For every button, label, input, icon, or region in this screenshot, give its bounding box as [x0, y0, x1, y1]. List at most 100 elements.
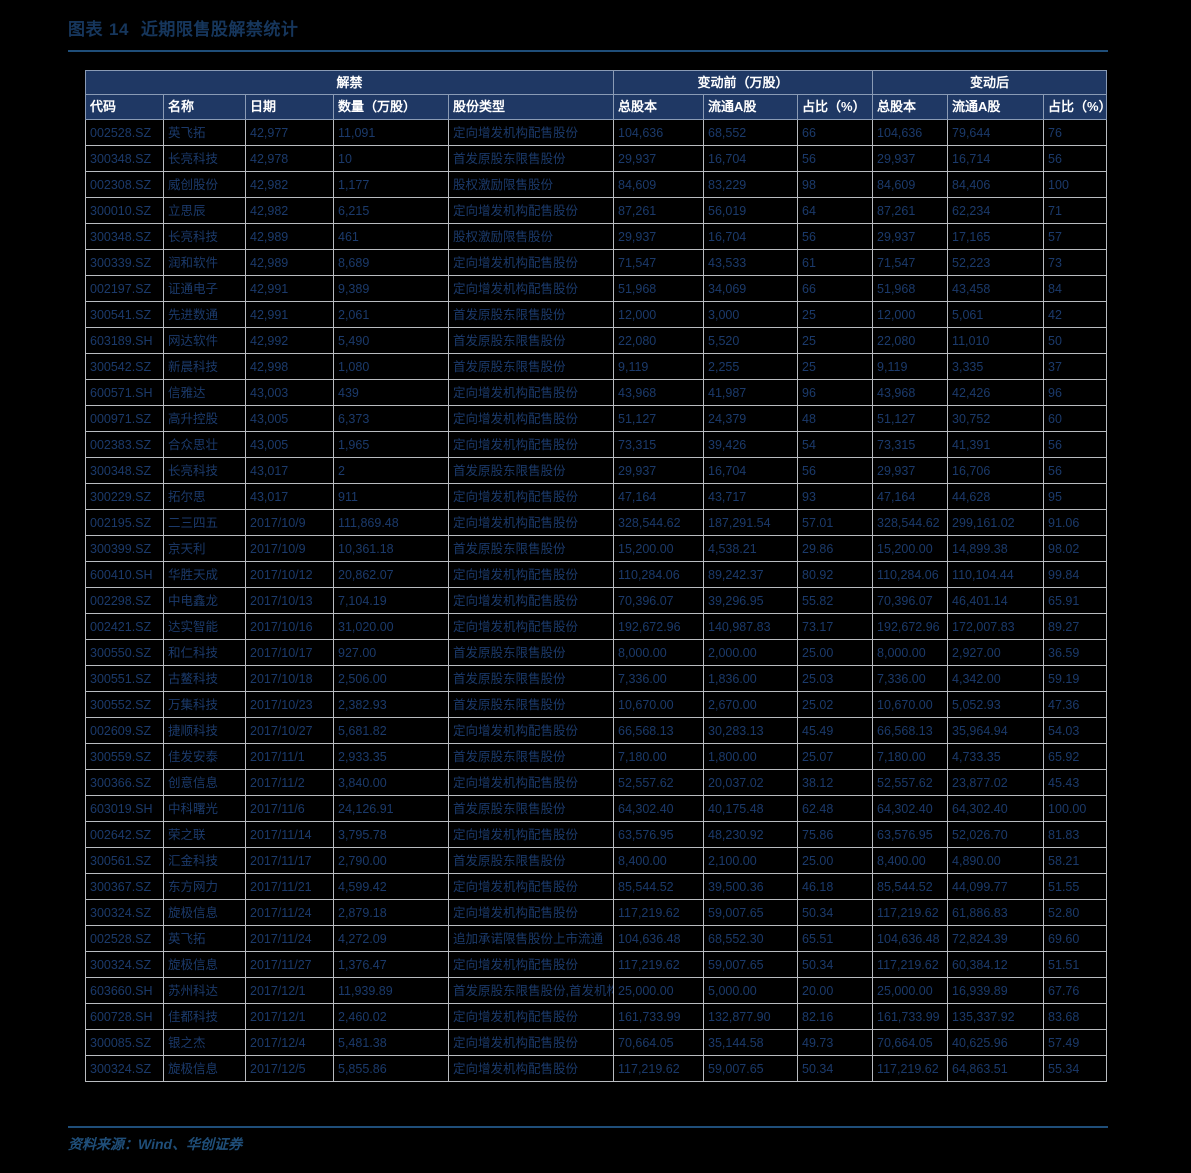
cell-5: 首发原股东限售股份: [447, 639, 615, 666]
table-row[interactable]: 300324.SZ 旋极信息 2017/11/27 1,376.47 定向增发机构配售股…: [85, 951, 1108, 978]
cell-10: 3,335: [947, 353, 1045, 380]
table-row[interactable]: 300229.SZ 拓尔思 43,017 911 定向增发机构配售股份 47,164 43,…: [85, 483, 1108, 510]
cell-9: 161,733.99: [872, 1003, 949, 1030]
table-row[interactable]: 300324.SZ 旋极信息 2017/12/5 5,855.86 定向增发机构配售股份…: [85, 1055, 1108, 1082]
cell-7: 43,717: [703, 483, 799, 510]
cell-6: 87,261: [613, 197, 705, 224]
cell-9: 70,664.05: [872, 1029, 949, 1056]
table-row[interactable]: 002609.SZ 捷顺科技 2017/10/27 5,681.82 定向增发机构配售股…: [85, 717, 1108, 744]
cell-8: 98: [797, 171, 874, 198]
table-row[interactable]: 300559.SZ 佳发安泰 2017/11/1 2,933.35 首发原股东限售股份 7…: [85, 743, 1108, 770]
cell-2: 佳都科技: [163, 1003, 246, 1030]
cell-6: 117,219.62: [613, 951, 705, 978]
table-row[interactable]: 002298.SZ 中电鑫龙 2017/10/13 7,104.19 定向增发机构配售股…: [85, 587, 1108, 614]
table-row[interactable]: 300348.SZ 长亮科技 42,978 10 首发原股东限售股份 29,937 16,7…: [85, 145, 1108, 172]
table-row[interactable]: 603189.SH 网达软件 42,992 5,490 首发原股东限售股份 22,080 5…: [85, 327, 1108, 354]
table-row[interactable]: 300550.SZ 和仁科技 2017/10/17 927.00 首发原股东限售股份 8,…: [85, 639, 1108, 666]
cell-6: 29,937: [613, 223, 705, 250]
cell-5: 定向增发机构配售股份: [447, 249, 615, 276]
cell-9: 8,000.00: [872, 639, 949, 666]
table-row[interactable]: 002308.SZ 威创股份 42,982 1,177 股权激励限售股份 84,609 83…: [85, 171, 1108, 198]
cell-5: 首发原股东限售股份: [447, 847, 615, 874]
cell-10: 35,964.94: [947, 717, 1045, 744]
cell-10: 110,104.44: [947, 561, 1045, 588]
cell-1: 300542.SZ: [85, 353, 164, 380]
table-row[interactable]: 600728.SH 佳都科技 2017/12/1 2,460.02 定向增发机构配售股份…: [85, 1003, 1108, 1030]
table-row[interactable]: 300324.SZ 旋极信息 2017/11/24 2,879.18 定向增发机构配售股…: [85, 899, 1108, 926]
cell-3: 42,989: [245, 223, 334, 250]
cell-9: 51,968: [872, 275, 949, 302]
cell-2: 先进数通: [163, 301, 246, 328]
cell-3: 43,005: [245, 405, 334, 432]
table-row[interactable]: 002528.SZ 英飞拓 42,977 11,091 定向增发机构配售股份 104,63…: [85, 119, 1108, 146]
cell-9: 66,568.13: [872, 717, 949, 744]
cell-10: 72,824.39: [947, 925, 1045, 952]
table-row[interactable]: 603660.SH 苏州科达 2017/12/1 11,939.89 首发原股东限售股份…: [85, 977, 1108, 1004]
cell-6: 29,937: [613, 145, 705, 172]
cell-3: 2017/11/14: [245, 821, 334, 848]
table-row[interactable]: 002195.SZ 二三四五 2017/10/9 111,869.48 定向增发机构配售…: [85, 509, 1108, 536]
cell-6: 117,219.62: [613, 1055, 705, 1082]
table-row[interactable]: 300348.SZ 长亮科技 42,989 461 股权激励限售股份 29,937 16,7…: [85, 223, 1108, 250]
cell-3: 2017/11/21: [245, 873, 334, 900]
table-row[interactable]: 600571.SH 信雅达 43,003 439 定向增发机构配售股份 43,968 41,…: [85, 379, 1108, 406]
cell-9: 7,336.00: [872, 665, 949, 692]
cell-6: 43,968: [613, 379, 705, 406]
cell-2: 创意信息: [163, 769, 246, 796]
cell-2: 达实智能: [163, 613, 246, 640]
cell-7: 16,704: [703, 145, 799, 172]
cell-5: 股权激励限售股份: [447, 223, 615, 250]
cell-1: 300229.SZ: [85, 483, 164, 510]
cell-5: 股权激励限售股份: [447, 171, 615, 198]
cell-4: 439: [333, 379, 449, 406]
cell-4: 1,965: [333, 431, 449, 458]
cell-4: 8,689: [333, 249, 449, 276]
table-row[interactable]: 300339.SZ 润和软件 42,989 8,689 定向增发机构配售股份 71,547…: [85, 249, 1108, 276]
table-row[interactable]: 300551.SZ 古鳌科技 2017/10/18 2,506.00 首发原股东限售股份…: [85, 665, 1108, 692]
cell-2: 立思辰: [163, 197, 246, 224]
table-row[interactable]: 002642.SZ 荣之联 2017/11/14 3,795.78 定向增发机构配售股份…: [85, 821, 1108, 848]
cell-11: 42: [1043, 301, 1108, 328]
table-row[interactable]: 002383.SZ 合众思壮 43,005 1,965 定向增发机构配售股份 73,315…: [85, 431, 1108, 458]
cell-7: 48,230.92: [703, 821, 799, 848]
table-row[interactable]: 002421.SZ 达实智能 2017/10/16 31,020.00 定向增发机构配售…: [85, 613, 1108, 640]
cell-5: 定向增发机构配售股份: [447, 951, 615, 978]
cell-8: 75.86: [797, 821, 874, 848]
table-row[interactable]: 603019.SH 中科曙光 2017/11/6 24,126.91 首发原股东限售股份…: [85, 795, 1108, 822]
cell-8: 25: [797, 327, 874, 354]
cell-6: 63,576.95: [613, 821, 705, 848]
cell-4: 5,855.86: [333, 1055, 449, 1082]
cell-6: 117,219.62: [613, 899, 705, 926]
table-row[interactable]: 002528.SZ 英飞拓 2017/11/24 4,272.09 追加承诺限售股份上市…: [85, 925, 1108, 952]
cell-7: 1,800.00: [703, 743, 799, 770]
table-row[interactable]: 300367.SZ 东方网力 2017/11/21 4,599.42 定向增发机构配售股…: [85, 873, 1108, 900]
column-header-3: 日期: [245, 94, 334, 120]
cell-6: 84,609: [613, 171, 705, 198]
table-row[interactable]: 300541.SZ 先进数通 42,991 2,061 首发原股东限售股份 12,000 3…: [85, 301, 1108, 328]
table-row[interactable]: 300561.SZ 汇金科技 2017/11/17 2,790.00 首发原股东限售股份…: [85, 847, 1108, 874]
cell-5: 追加承诺限售股份上市流通: [447, 925, 615, 952]
table-row[interactable]: 300010.SZ 立思辰 42,982 6,215 定向增发机构配售股份 87,261 5…: [85, 197, 1108, 224]
cell-9: 192,672.96: [872, 613, 949, 640]
cell-6: 64,302.40: [613, 795, 705, 822]
table-row[interactable]: 300552.SZ 万集科技 2017/10/23 2,382.93 首发原股东限售股份…: [85, 691, 1108, 718]
cell-10: 23,877.02: [947, 769, 1045, 796]
cell-9: 15,200.00: [872, 535, 949, 562]
table-row[interactable]: 002197.SZ 证通电子 42,991 9,389 定向增发机构配售股份 51,968…: [85, 275, 1108, 302]
cell-9: 43,968: [872, 379, 949, 406]
table-row[interactable]: 000971.SZ 高升控股 43,005 6,373 定向增发机构配售股份 51,127…: [85, 405, 1108, 432]
cell-1: 603189.SH: [85, 327, 164, 354]
cell-7: 68,552: [703, 119, 799, 146]
table-row[interactable]: 300542.SZ 新晨科技 42,998 1,080 首发原股东限售股份 9,119 2,…: [85, 353, 1108, 380]
cell-7: 59,007.65: [703, 951, 799, 978]
cell-5: 首发原股东限售股份: [447, 691, 615, 718]
table-row[interactable]: 300366.SZ 创意信息 2017/11/2 3,840.00 定向增发机构配售股份…: [85, 769, 1108, 796]
table-row[interactable]: 300399.SZ 京天利 2017/10/9 10,361.18 首发原股东限售股份 1…: [85, 535, 1108, 562]
table-row[interactable]: 600410.SH 华胜天成 2017/10/12 20,862.07 定向增发机构配售…: [85, 561, 1108, 588]
table-row[interactable]: 300085.SZ 银之杰 2017/12/4 5,481.38 定向增发机构配售股份 7…: [85, 1029, 1108, 1056]
cell-7: 83,229: [703, 171, 799, 198]
column-header-10: 流通A股: [947, 94, 1045, 120]
cell-10: 299,161.02: [947, 509, 1045, 536]
table-row[interactable]: 300348.SZ 长亮科技 43,017 2 首发原股东限售股份 29,937 16,70…: [85, 457, 1108, 484]
cell-6: 15,200.00: [613, 535, 705, 562]
